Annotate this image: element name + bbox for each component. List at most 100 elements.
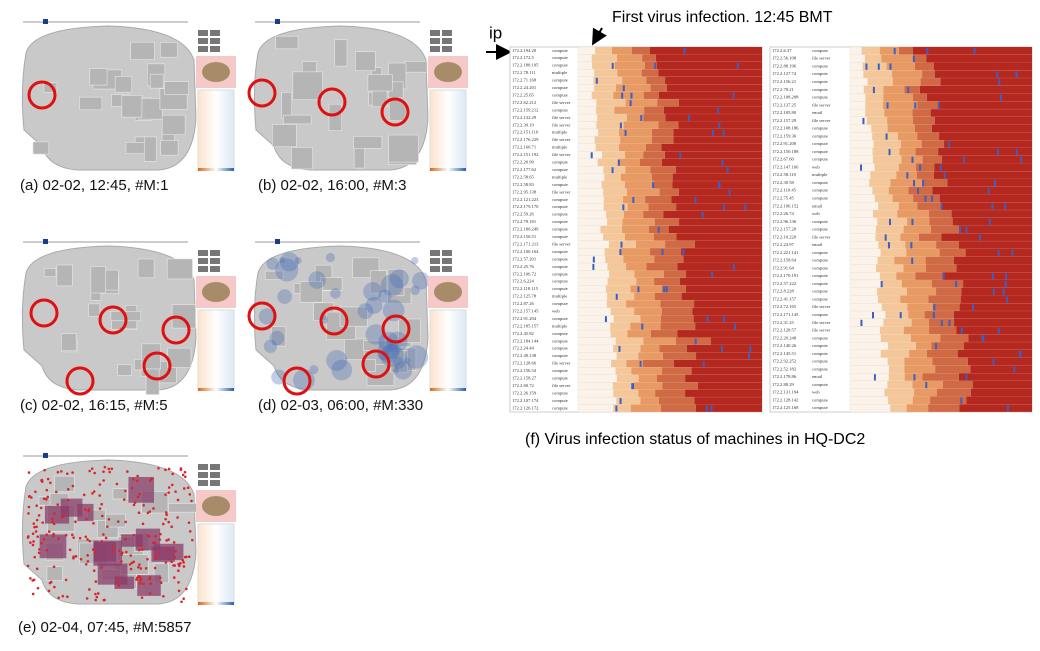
- row-ip: 172.2.106.72: [512, 271, 537, 276]
- activity-blob: [412, 271, 430, 290]
- row-ip: 172.2.145.51: [772, 351, 797, 356]
- event-tick: [1020, 156, 1023, 163]
- row-role: file server: [552, 137, 571, 142]
- status-low: [604, 173, 621, 182]
- status-high: [661, 307, 693, 316]
- highlight-circle: [380, 97, 410, 127]
- status-low: [596, 99, 626, 107]
- status-low: [602, 151, 626, 159]
- activity-blob: [294, 257, 302, 264]
- highlight-circle: [381, 314, 411, 344]
- status-low: [611, 359, 627, 368]
- status-clean: [849, 147, 873, 156]
- status-clean: [849, 155, 874, 164]
- status-high: [917, 101, 940, 110]
- row-role: multiple: [552, 145, 567, 150]
- control-button: [210, 480, 220, 486]
- status-low: [600, 225, 623, 234]
- control-button: [430, 46, 440, 52]
- status-high: [925, 264, 957, 273]
- control-button: [198, 30, 208, 36]
- row-role: file server: [812, 328, 831, 333]
- infected-dot: [47, 589, 51, 593]
- status-low: [877, 256, 895, 265]
- status-infected: [951, 210, 1032, 218]
- event-tick: [871, 312, 874, 319]
- event-tick: [965, 226, 968, 233]
- row-ip: 172.2.41.157: [772, 296, 797, 301]
- status-high: [914, 62, 934, 71]
- event-tick: [711, 271, 714, 278]
- control-button: [198, 250, 208, 256]
- status-infected: [664, 151, 762, 159]
- map-panel: [247, 19, 468, 171]
- status-infected: [957, 349, 1032, 358]
- activity-blob: [392, 366, 400, 374]
- map-panel: [21, 19, 236, 171]
- status-high: [925, 256, 954, 265]
- event-tick: [619, 122, 622, 129]
- row-ip: 172.2.106.152: [772, 203, 799, 208]
- infected-dot: [45, 488, 49, 492]
- status-infected: [694, 240, 762, 249]
- status-clean: [849, 233, 876, 242]
- status-clean: [849, 303, 882, 312]
- map-block: [292, 71, 323, 101]
- status-mid: [898, 163, 916, 172]
- status-clean: [577, 203, 604, 212]
- status-clean: [577, 404, 614, 413]
- infected-dot: [29, 541, 32, 544]
- status-mid: [617, 54, 643, 62]
- row-ip: 172.2.8.228: [772, 289, 795, 294]
- control-button: [198, 266, 208, 272]
- infected-dot: [122, 498, 126, 501]
- status-clean: [849, 310, 886, 319]
- status-infected: [966, 396, 1032, 405]
- status-low: [594, 136, 621, 144]
- infected-dot: [176, 516, 179, 519]
- event-tick: [661, 249, 664, 256]
- infected-dot: [26, 564, 30, 568]
- map-block: [160, 140, 179, 156]
- map-block: [79, 96, 103, 111]
- status-high: [644, 61, 657, 70]
- status-clean: [849, 62, 863, 71]
- map-block: [281, 91, 292, 119]
- row-ip: 172.2.26.159: [512, 390, 537, 395]
- map-block: [299, 281, 323, 303]
- status-infected: [953, 256, 1032, 265]
- status-clean: [577, 76, 594, 85]
- event-tick: [899, 312, 902, 319]
- event-tick: [604, 316, 607, 323]
- status-infected: [956, 326, 1032, 335]
- control-button: [198, 472, 208, 478]
- status-mid: [883, 85, 905, 94]
- infected-block: [44, 505, 70, 524]
- status-infected: [694, 300, 762, 308]
- status-low: [615, 337, 644, 345]
- infected-dot: [91, 548, 95, 551]
- map-block: [271, 326, 287, 347]
- activity-blob: [308, 271, 326, 289]
- status-low: [613, 389, 639, 398]
- status-infected: [934, 163, 1032, 172]
- infected-dot: [74, 555, 78, 558]
- row-role: compute: [812, 219, 828, 224]
- row-role: compute: [552, 256, 568, 261]
- infected-dot: [45, 548, 49, 552]
- map-block: [390, 350, 408, 373]
- status-infected: [958, 225, 1032, 234]
- row-role: compute: [552, 234, 568, 239]
- infected-dot: [129, 567, 133, 571]
- status-infected: [656, 61, 762, 70]
- infected-dot: [61, 594, 65, 598]
- event-tick: [886, 102, 889, 109]
- activity-blob: [404, 357, 411, 364]
- status-clean: [577, 396, 617, 405]
- event-tick: [940, 203, 943, 210]
- row-ip: 172.2.92.252: [772, 359, 797, 364]
- infected-dot: [64, 578, 68, 582]
- status-high: [922, 155, 942, 164]
- activity-blob: [393, 356, 406, 369]
- event-tick: [621, 92, 624, 99]
